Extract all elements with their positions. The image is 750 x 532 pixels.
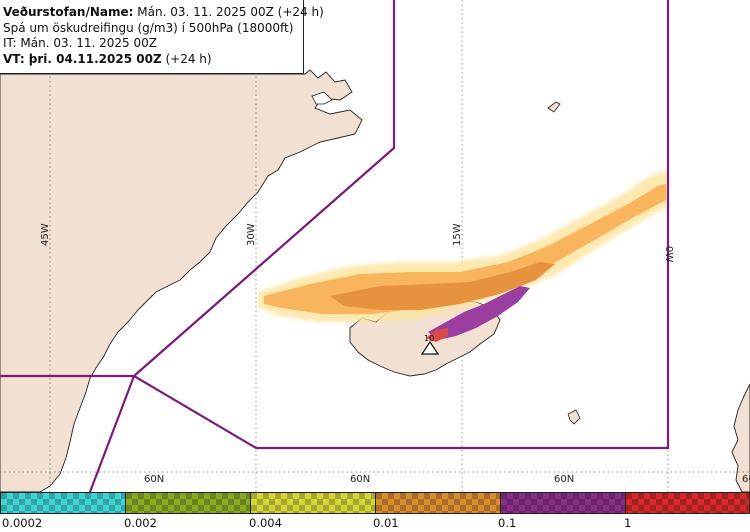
legend-swatch-6 xyxy=(625,492,750,514)
forecast-info-box: Veðurstofan/Name: Mán. 03. 11. 2025 00Z … xyxy=(0,0,324,74)
legend-tick-2: 0.002 xyxy=(124,516,157,530)
ash-plume-band-01 xyxy=(428,286,530,340)
info-valid-time-label: VT: þri. 04.11.2025 00Z xyxy=(3,51,162,66)
info-line-1: Veðurstofan/Name: Mán. 03. 11. 2025 00Z … xyxy=(3,5,324,21)
legend-tick-6: 1 xyxy=(624,516,632,530)
info-line-2: Spá um öskudreifingu (g/m3) í 500hPa (18… xyxy=(3,20,294,35)
lat-label-3: 60N xyxy=(554,474,574,485)
legend-swatch-1 xyxy=(0,492,126,514)
lon-label-15w: 15W xyxy=(452,223,463,246)
concentration-legend: 0.0002 0.002 0.004 0.01 0.1 1 xyxy=(0,492,750,532)
lon-label-45w: 45W xyxy=(40,223,51,246)
legend-swatch-2 xyxy=(125,492,251,514)
volcano-triangle-icon xyxy=(420,340,440,355)
volcano-marker-label: 10 xyxy=(424,334,434,343)
legend-swatch-fill-6 xyxy=(626,493,749,513)
ash-plume-band-001 xyxy=(330,262,555,310)
forecast-domain-boundary xyxy=(0,0,670,492)
legend-swatch-fill-1 xyxy=(1,493,125,513)
volcano-marker: 10 xyxy=(420,334,440,355)
scandinavia-coast xyxy=(731,383,750,492)
legend-swatch-3 xyxy=(250,492,376,514)
ash-plume-band-1 xyxy=(426,328,448,342)
map-canvas: 10 45W 30W 15W 0W 60N 60N 60N 60N xyxy=(0,0,750,492)
info-source-label: Veðurstofan/Name: xyxy=(3,5,134,19)
greenland-landmass xyxy=(0,69,363,492)
legend-tick-4: 0.01 xyxy=(373,516,399,530)
legend-tick-3: 0.004 xyxy=(249,516,282,530)
ash-plume-band-0002 xyxy=(264,184,666,314)
greenland-fjord xyxy=(311,91,333,105)
lat-label-1: 60N xyxy=(144,474,164,485)
info-line-4: VT: þri. 04.11.2025 00Z (+24 h) xyxy=(3,52,303,68)
lat-label-2: 60N xyxy=(350,474,370,485)
legend-tick-5: 0.1 xyxy=(498,516,517,530)
jan-mayen-island xyxy=(547,101,561,113)
longitude-labels: 45W 30W 15W 0W xyxy=(40,223,674,262)
info-valid-time-value: (+24 h) xyxy=(161,51,212,66)
lon-label-30w: 30W xyxy=(246,223,257,246)
legend-swatch-5 xyxy=(500,492,626,514)
legend-swatch-fill-4 xyxy=(376,493,500,513)
legend-swatch-4 xyxy=(375,492,501,514)
info-source-value: Mán. 03. 11. 2025 00Z (+24 h) xyxy=(133,5,324,19)
legend-swatch-fill-3 xyxy=(251,493,375,513)
info-line-3: IT: Mán. 03. 11. 2025 00Z xyxy=(3,36,157,50)
lat-label-4: 60N xyxy=(742,474,750,485)
legend-swatch-fill-2 xyxy=(126,493,250,513)
legend-swatch-fill-5 xyxy=(501,493,625,513)
legend-tick-1: 0.0002 xyxy=(2,516,43,530)
faroe-islands xyxy=(567,409,581,425)
lon-label-0w: 0W xyxy=(663,246,674,262)
latitude-labels: 60N 60N 60N 60N xyxy=(144,474,750,485)
